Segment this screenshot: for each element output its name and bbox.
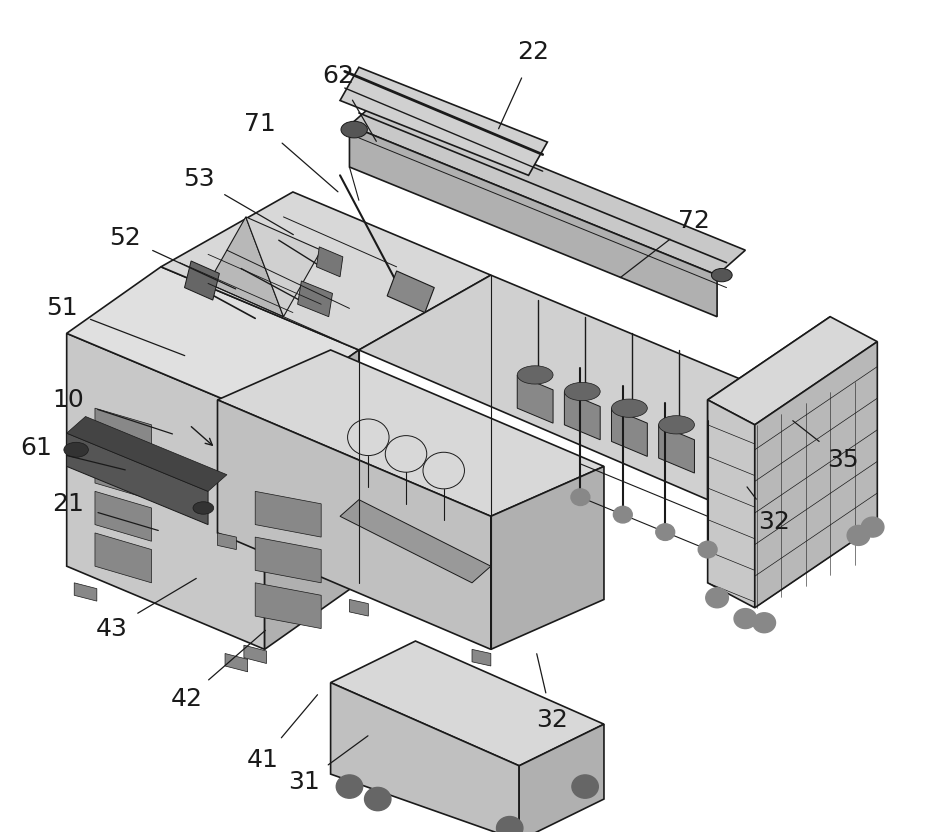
Polygon shape — [67, 267, 359, 416]
Polygon shape — [708, 400, 755, 608]
Polygon shape — [264, 350, 359, 650]
Polygon shape — [95, 450, 152, 500]
Polygon shape — [519, 724, 604, 833]
Polygon shape — [708, 317, 877, 425]
Polygon shape — [95, 533, 152, 583]
Circle shape — [706, 588, 729, 608]
Text: 21: 21 — [53, 491, 85, 516]
Circle shape — [336, 775, 362, 798]
Circle shape — [656, 524, 675, 541]
Polygon shape — [565, 392, 600, 440]
Text: 53: 53 — [183, 167, 214, 192]
Polygon shape — [184, 261, 219, 300]
Polygon shape — [612, 408, 648, 456]
Text: 71: 71 — [244, 112, 276, 136]
Polygon shape — [160, 192, 491, 350]
Text: 10: 10 — [53, 388, 84, 412]
Text: 42: 42 — [170, 687, 202, 711]
Polygon shape — [217, 350, 604, 516]
Circle shape — [699, 541, 717, 558]
Polygon shape — [387, 271, 434, 312]
Polygon shape — [75, 583, 97, 601]
Circle shape — [572, 775, 598, 798]
Polygon shape — [491, 466, 604, 650]
Polygon shape — [340, 500, 491, 583]
Polygon shape — [225, 654, 247, 671]
Text: 41: 41 — [246, 748, 278, 772]
Ellipse shape — [659, 416, 695, 434]
Circle shape — [734, 609, 757, 629]
Text: 35: 35 — [827, 448, 858, 471]
Circle shape — [497, 816, 523, 833]
Polygon shape — [659, 425, 695, 473]
Polygon shape — [67, 333, 264, 650]
Polygon shape — [217, 400, 491, 650]
Text: 72: 72 — [678, 209, 710, 233]
Polygon shape — [349, 101, 746, 275]
Polygon shape — [517, 375, 553, 423]
Polygon shape — [297, 281, 332, 317]
Circle shape — [847, 526, 869, 546]
Ellipse shape — [565, 382, 600, 401]
Circle shape — [364, 787, 391, 811]
Polygon shape — [340, 67, 548, 175]
Polygon shape — [95, 491, 152, 541]
Text: 62: 62 — [322, 63, 354, 87]
Ellipse shape — [193, 501, 213, 514]
Polygon shape — [359, 275, 830, 500]
Polygon shape — [244, 646, 266, 664]
Circle shape — [614, 506, 632, 523]
Polygon shape — [245, 217, 321, 317]
Polygon shape — [349, 126, 717, 317]
Text: 61: 61 — [21, 436, 53, 460]
Text: 43: 43 — [96, 616, 127, 641]
Polygon shape — [255, 491, 321, 537]
Polygon shape — [330, 682, 519, 833]
Text: 32: 32 — [536, 708, 568, 732]
Polygon shape — [472, 650, 491, 666]
Polygon shape — [208, 217, 283, 317]
Polygon shape — [217, 533, 236, 550]
Polygon shape — [708, 317, 830, 500]
Polygon shape — [95, 408, 152, 458]
Ellipse shape — [517, 366, 553, 384]
Text: 52: 52 — [110, 226, 141, 250]
Text: 22: 22 — [517, 40, 549, 64]
Text: 51: 51 — [46, 297, 77, 321]
Polygon shape — [255, 583, 321, 629]
Text: 32: 32 — [758, 510, 789, 534]
Polygon shape — [67, 416, 227, 491]
Polygon shape — [316, 247, 343, 277]
Text: 31: 31 — [288, 771, 320, 795]
Ellipse shape — [64, 442, 89, 457]
Polygon shape — [330, 641, 604, 766]
Circle shape — [861, 517, 884, 537]
Ellipse shape — [712, 268, 733, 282]
Circle shape — [571, 489, 590, 506]
Polygon shape — [755, 342, 877, 608]
Ellipse shape — [612, 399, 648, 417]
Circle shape — [753, 613, 776, 633]
Polygon shape — [349, 600, 368, 616]
Ellipse shape — [341, 122, 367, 138]
Polygon shape — [67, 433, 208, 525]
Polygon shape — [255, 537, 321, 583]
